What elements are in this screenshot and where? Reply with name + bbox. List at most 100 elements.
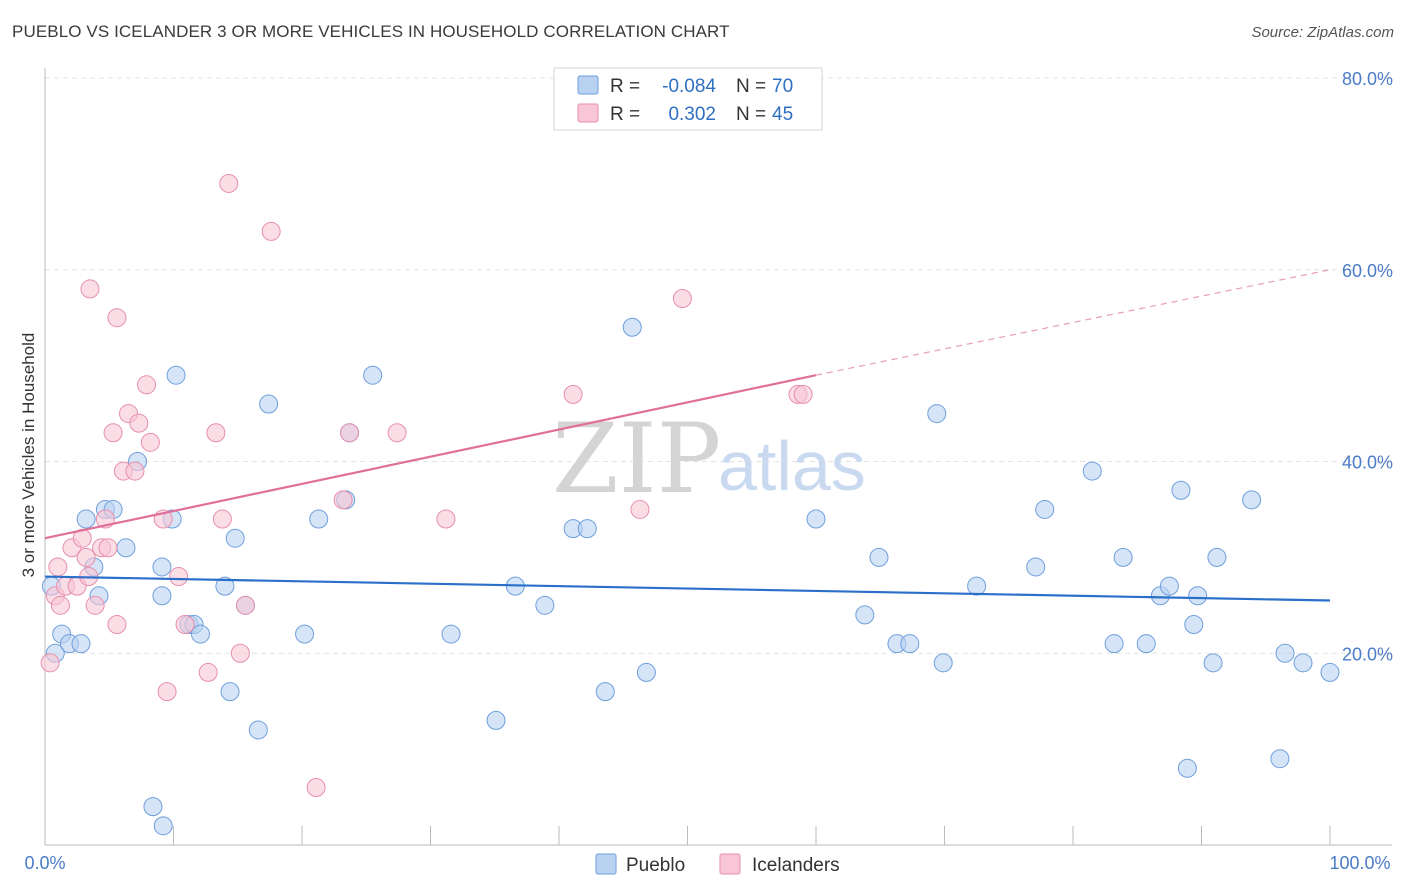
- pueblo-point: [152, 586, 172, 606]
- data-points: [40, 173, 1340, 836]
- trend-lines: [44, 269, 1331, 602]
- pueblo-point: [215, 576, 235, 596]
- pueblo-point: [1293, 653, 1313, 673]
- icelander-point: [219, 173, 239, 193]
- icelander-point: [672, 289, 692, 309]
- pueblo-point: [152, 557, 172, 577]
- tick-labels: 20.0% 40.0% 60.0% 80.0% 0.0% 100.0%: [24, 69, 1393, 873]
- legend-r-label-icelanders: R =: [610, 104, 640, 125]
- x-tick-label: 100.0%: [1329, 853, 1390, 873]
- watermark-zip: ZIP: [552, 403, 721, 515]
- pueblo-point: [441, 624, 461, 644]
- legend-n-value-icelanders: 45: [772, 104, 793, 125]
- legend-swatch-icelanders: [577, 103, 599, 123]
- icelander-point: [563, 384, 583, 404]
- icelander-point: [169, 567, 189, 587]
- pueblo-point: [116, 538, 136, 558]
- y-tick-label: 40.0%: [1342, 453, 1393, 473]
- icelander-point: [98, 538, 118, 558]
- pueblo-point: [806, 509, 826, 529]
- pueblo-point: [1104, 634, 1124, 654]
- icelander-point: [107, 308, 127, 328]
- icelander-point: [137, 375, 157, 395]
- series-legend: Pueblo Icelanders: [595, 853, 840, 876]
- icelander-point: [76, 547, 96, 567]
- icelander-point: [157, 682, 177, 702]
- pueblo-point: [259, 394, 279, 414]
- pueblo-point: [1026, 557, 1046, 577]
- axes: [44, 68, 1392, 846]
- legend-r-label-pueblo: R =: [610, 76, 640, 97]
- legend-r-value-icelanders: 0.302: [668, 104, 716, 125]
- icelander-point: [80, 279, 100, 299]
- pueblo-point: [220, 682, 240, 702]
- icelander-point: [235, 595, 255, 615]
- pueblo-point: [1270, 749, 1290, 769]
- pueblo-point: [486, 710, 506, 730]
- pueblo-point: [71, 634, 91, 654]
- pueblo-point: [153, 816, 173, 836]
- series-legend-label-icelanders: Icelanders: [752, 855, 840, 876]
- grid-lines: [45, 77, 1392, 654]
- icelander-trend-extension: [815, 269, 1331, 376]
- pueblo-trend-line: [44, 575, 1331, 602]
- icelander-point: [630, 499, 650, 519]
- pueblo-point: [1207, 547, 1227, 567]
- icelander-point: [175, 614, 195, 634]
- y-tick-label: 20.0%: [1342, 644, 1393, 664]
- y-axis-label: 3 or more Vehicles in Household: [19, 333, 38, 578]
- pueblo-point: [143, 797, 163, 817]
- icelander-point: [85, 595, 105, 615]
- icelander-point: [129, 413, 149, 433]
- pueblo-point: [190, 624, 210, 644]
- stats-legend: R = -0.084 N = 70 R = 0.302 N = 45: [553, 67, 823, 131]
- icelander-point: [206, 423, 226, 443]
- icelander-point: [306, 777, 326, 797]
- pueblo-point: [76, 509, 96, 529]
- pueblo-point: [636, 662, 656, 682]
- y-tick-label: 80.0%: [1342, 69, 1393, 89]
- pueblo-point: [869, 547, 889, 567]
- icelander-point: [198, 662, 218, 682]
- legend-n-label-icelanders: N =: [736, 104, 766, 125]
- pueblo-point: [1159, 576, 1179, 596]
- pueblo-point: [933, 653, 953, 673]
- icelander-point: [436, 509, 456, 529]
- icelander-point: [340, 423, 360, 443]
- pueblo-point: [622, 317, 642, 337]
- pueblo-point: [1275, 643, 1295, 663]
- icelander-point: [387, 423, 407, 443]
- source-label: Source: ZipAtlas.com: [1251, 24, 1394, 41]
- watermark: ZIP atlas: [552, 403, 866, 515]
- series-legend-swatch-pueblo: [595, 853, 617, 875]
- y-tick-label: 60.0%: [1342, 261, 1393, 281]
- pueblo-point: [1136, 634, 1156, 654]
- pueblo-point: [927, 404, 947, 424]
- pueblo-point: [1035, 499, 1055, 519]
- pueblo-point: [1171, 480, 1191, 500]
- pueblo-point: [900, 634, 920, 654]
- pueblo-point: [248, 720, 268, 740]
- icelander-point: [103, 423, 123, 443]
- legend-swatch-pueblo: [577, 75, 599, 95]
- pueblo-point: [1082, 461, 1102, 481]
- icelander-point: [333, 490, 353, 510]
- icelander-point: [140, 432, 160, 452]
- pueblo-point: [225, 528, 245, 548]
- icelander-point: [48, 557, 68, 577]
- pueblo-point: [1177, 758, 1197, 778]
- icelander-point: [261, 221, 281, 241]
- icelander-point: [212, 509, 232, 529]
- series-legend-swatch-icelanders: [719, 853, 741, 875]
- icelander-point: [230, 643, 250, 663]
- icelander-point: [793, 384, 813, 404]
- pueblo-point: [166, 365, 186, 385]
- icelander-point: [40, 653, 60, 673]
- pueblo-point: [1188, 586, 1208, 606]
- pueblo-point: [577, 519, 597, 539]
- pueblo-point: [363, 365, 383, 385]
- pueblo-point: [967, 576, 987, 596]
- pueblo-point: [1203, 653, 1223, 673]
- pueblo-point: [1242, 490, 1262, 510]
- series-legend-label-pueblo: Pueblo: [626, 855, 685, 876]
